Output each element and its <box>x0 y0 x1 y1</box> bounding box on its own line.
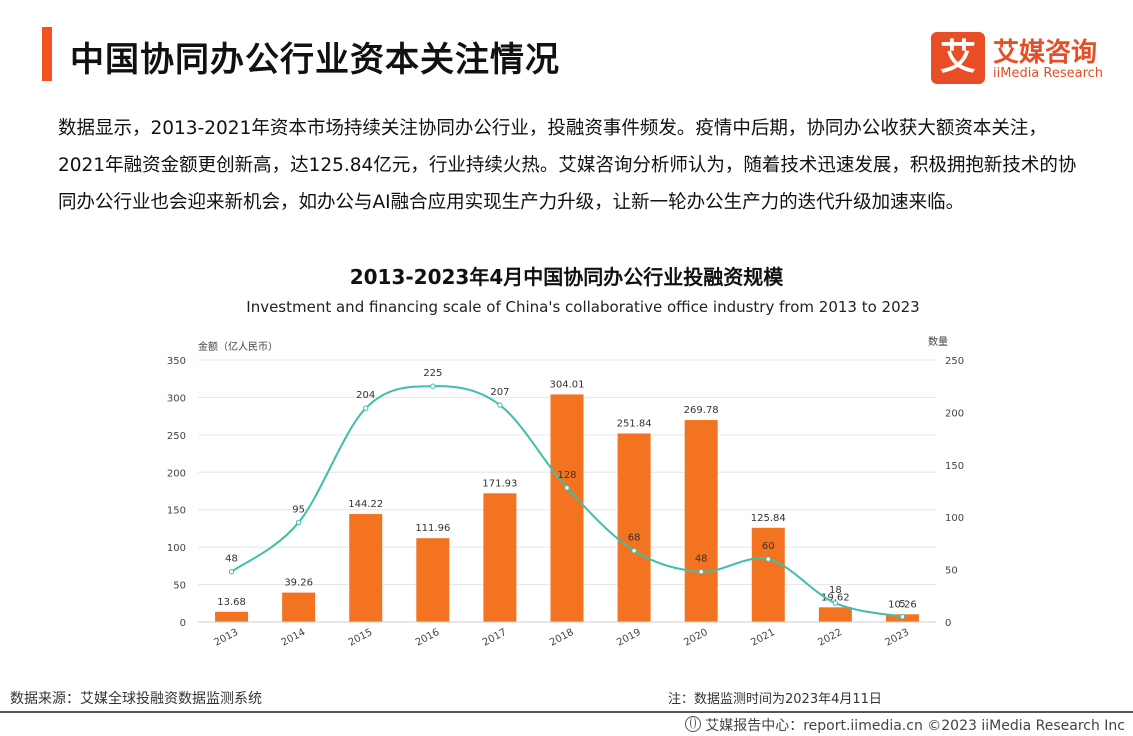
x-tick-label: 2014 <box>280 627 308 649</box>
x-tick-label: 2022 <box>816 627 844 649</box>
line-point <box>295 519 302 526</box>
chart-subtitle: Investment and financing scale of China'… <box>246 298 920 316</box>
bar-value-label: 304.01 <box>550 379 585 390</box>
line-value-label: 204 <box>356 390 375 401</box>
line-value-label: 48 <box>695 554 708 565</box>
y-tick-label: 100 <box>167 543 186 554</box>
x-tick-label: 2021 <box>749 627 777 649</box>
line-point <box>832 600 839 606</box>
logo-en-text: iiMedia Research <box>993 66 1104 81</box>
line-value-label: 68 <box>628 533 641 544</box>
line-point <box>430 383 436 389</box>
bar <box>215 611 249 622</box>
y2-axis-label: 数量 <box>928 335 948 348</box>
bar-value-label: 251.84 <box>617 418 652 429</box>
y-tick-label: 150 <box>167 506 186 517</box>
bar <box>818 607 852 622</box>
brand-logo: 艾 艾媒咨询 iiMedia Research <box>931 32 1121 86</box>
line-point <box>363 405 369 411</box>
line-value-label: 225 <box>423 368 442 379</box>
investment-chart: 0 50 100 150 200 250 300 350 0 50 100 150 200 250 金额（亿… <box>167 335 964 649</box>
count-line <box>230 385 903 618</box>
x-tick-label: 2013 <box>213 627 241 649</box>
bar-value-label: 125.84 <box>751 513 786 524</box>
bar <box>684 420 718 622</box>
line-value-label: 48 <box>225 554 238 565</box>
title-accent-bar <box>42 27 52 81</box>
bar <box>282 592 316 622</box>
data-source: 数据来源：艾媒全球投融资数据监测系统 <box>10 691 262 707</box>
bar <box>550 394 584 622</box>
globe-icon <box>685 716 702 732</box>
bar-value-label: 171.93 <box>482 478 517 489</box>
y-tick-label: 200 <box>167 468 186 479</box>
line-point <box>765 556 771 562</box>
y-tick-label: 350 <box>167 356 186 367</box>
line-value-label: 207 <box>490 387 509 398</box>
y2-tick-label: 250 <box>945 356 964 367</box>
bar-value-label: 10.26 <box>888 599 917 610</box>
bar <box>617 433 651 622</box>
bar-value-label: 13.68 <box>217 597 246 608</box>
y-tick-label: 250 <box>167 431 186 442</box>
y-tick-label: 0 <box>180 618 186 629</box>
bar-value-label: 269.78 <box>684 405 719 416</box>
line-point <box>698 568 704 575</box>
y-axis-label: 金额（亿人民币） <box>198 340 278 353</box>
bar-value-label: 39.26 <box>284 578 313 589</box>
bar-value-label: 144.22 <box>348 499 383 510</box>
bar <box>416 538 450 622</box>
bar <box>751 527 785 622</box>
bar-value-label: 19.62 <box>821 592 850 603</box>
bar <box>483 493 517 622</box>
x-tick-label: 2018 <box>548 627 576 649</box>
bar-value-label: 111.96 <box>415 523 450 534</box>
y2-tick-label: 100 <box>945 513 964 524</box>
y2-tick-label: 0 <box>945 618 951 629</box>
line-point <box>899 614 906 620</box>
line-value-label: 5 <box>899 599 905 610</box>
bar <box>349 514 383 622</box>
y2-tick-label: 50 <box>945 566 958 577</box>
chart-title: 2013-2023年4月中国协同办公行业投融资规模 <box>349 265 784 289</box>
x-tick-label: 2016 <box>414 627 442 649</box>
data-note: 注：数据监测时间为2023年4月11日 <box>668 692 882 707</box>
x-tick-label: 2020 <box>682 627 710 649</box>
footer-copyright: 艾媒报告中心：report.iimedia.cn ©2023 iiMedia R… <box>685 715 1125 735</box>
x-tick-label: 2017 <box>481 627 509 649</box>
y2-tick-label: 150 <box>945 461 964 472</box>
y2-tick-label: 200 <box>945 408 964 419</box>
y-tick-label: 300 <box>167 393 186 404</box>
line-point <box>228 568 235 575</box>
line-value-label: 95 <box>292 504 305 515</box>
line-value-label: 60 <box>762 541 775 552</box>
logo-cn-text: 艾媒咨询 <box>993 38 1098 68</box>
line-point <box>497 402 503 408</box>
x-tick-label: 2015 <box>347 627 375 649</box>
x-tick-label: 2023 <box>883 627 911 649</box>
intro-paragraph: 数据显示，2013-2021年资本市场持续关注协同办公行业，投融资事件频发。疫情… <box>58 118 1077 213</box>
footer-divider <box>0 711 1133 713</box>
line-point <box>564 485 570 491</box>
logo-icon: 艾 <box>931 32 985 84</box>
copyright-text: 艾媒报告中心：report.iimedia.cn ©2023 iiMedia R… <box>705 718 1125 734</box>
line-value-label: 18 <box>829 585 842 596</box>
y-tick-label: 50 <box>173 581 186 592</box>
x-tick-label: 2019 <box>615 627 643 649</box>
line-point <box>631 548 637 554</box>
page-title: 中国协同办公行业资本关注情况 <box>70 40 560 80</box>
line-value-label: 128 <box>557 470 576 481</box>
